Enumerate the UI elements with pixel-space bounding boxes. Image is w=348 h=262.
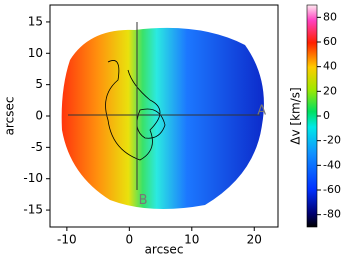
y-tick-label: -15	[23, 203, 43, 217]
colorbar-tick-label: -80	[323, 208, 341, 221]
x-axis-label: arcsec	[145, 243, 184, 257]
x-tick-label: 20	[247, 233, 262, 247]
colorbar	[306, 4, 318, 228]
colorbar-tick-label: 0	[323, 109, 330, 122]
x-tick-label: 0	[126, 233, 134, 247]
colorbar-tick-label: -40	[323, 158, 341, 171]
colorbar-label: Δv [km/s]	[289, 87, 303, 144]
x-tick-label: -10	[57, 233, 77, 247]
annotation: B	[139, 193, 148, 208]
y-tick-label: 0	[35, 109, 43, 123]
colorbar-tick-label: 20	[323, 84, 337, 97]
colorbar-tick-label: -60	[323, 183, 341, 196]
y-tick-label: -5	[31, 140, 43, 154]
colorbar-tick-label: 60	[323, 35, 337, 48]
y-tick-label: 5	[35, 77, 43, 91]
y-axis-label: arcsec	[3, 97, 17, 136]
annotation: A	[257, 103, 266, 118]
x-tick-label: 10	[184, 233, 199, 247]
colorbar-tick-label: 40	[323, 60, 337, 73]
colorbar-tick-label: -20	[323, 134, 341, 147]
y-tick-label: -10	[23, 171, 43, 185]
y-tick-label: 15	[28, 14, 43, 28]
colorbar-tick-label: 80	[323, 10, 337, 23]
y-tick-label: 10	[28, 46, 43, 60]
velocity-field	[61, 22, 264, 209]
